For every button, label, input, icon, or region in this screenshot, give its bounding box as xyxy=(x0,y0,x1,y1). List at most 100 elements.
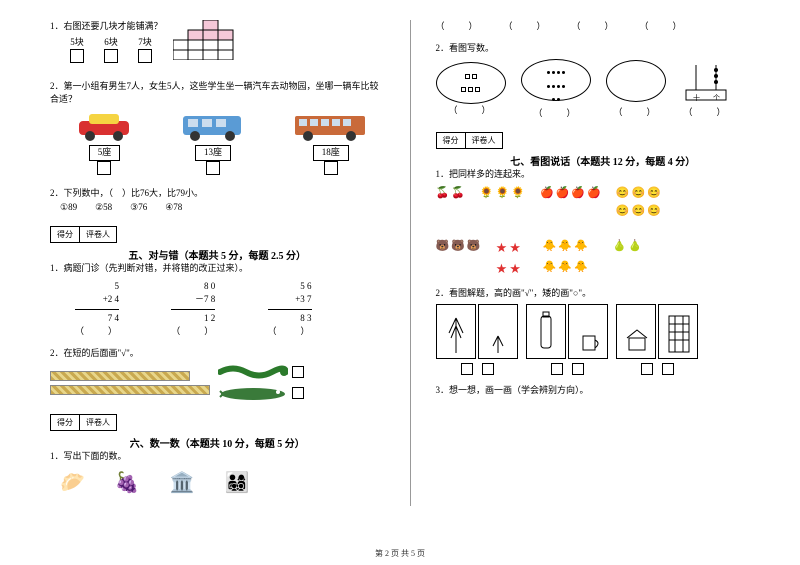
score-label: 得分 xyxy=(437,133,466,148)
vehicle-1-box[interactable] xyxy=(206,161,220,175)
q1-opt-2: 7块 xyxy=(138,37,152,47)
apple-icon: 🍎🍎🍎🍎 xyxy=(540,185,601,220)
vehicle-0-box[interactable] xyxy=(97,161,111,175)
top-paren-row: （ ） （ ） （ ） （ ） xyxy=(436,20,771,34)
grapes-icon: 🍇 xyxy=(115,472,140,494)
q2a-text: 2．第一小组有男生7人，女生5人，这些学生坐一辆汽车去动物园，坐哪一辆车比较合适… xyxy=(50,80,385,107)
ellipse-0 xyxy=(436,62,506,104)
section7-header: 得分 评卷人 xyxy=(436,128,771,153)
thermos-tall-icon xyxy=(526,304,566,359)
ellipse-1-paren: （ ） xyxy=(533,108,577,118)
column-divider xyxy=(410,20,411,506)
snake-box[interactable] xyxy=(292,366,304,378)
vehicle-2-box[interactable] xyxy=(324,161,338,175)
chick-icon: 🐥🐥🐥🐥🐥🐥 xyxy=(543,238,598,279)
section6-header: 得分 评卷人 xyxy=(50,410,385,435)
vehicle-2: 18座 xyxy=(277,111,385,180)
math-0: 5 +2 4 7 4 （ ） xyxy=(75,280,119,339)
s5q2: 2．在短的后面画"√"。 xyxy=(50,347,385,403)
math-2: 5 6 +3 7 8 3 （ ） xyxy=(268,280,312,339)
q1-options: 5块 6块 7块 xyxy=(70,36,163,68)
cup-short-icon xyxy=(568,304,608,359)
thermos-box-0[interactable] xyxy=(551,363,563,375)
s7q2: 2．看图解题，高的画"√"，矮的画"○"。 xyxy=(436,287,771,376)
left-column: 1．右图还要几块才能铺满？ 5块 6块 7块 xyxy=(50,20,385,506)
vehicle-0-label: 5座 xyxy=(89,145,121,161)
match-row-2: 🐻🐻🐻 ★★★★ 🐥🐥🐥🐥🐥🐥 🍐🍐 xyxy=(436,238,771,279)
s7q1: 1．把同样多的连起来。 🍒🍒 🌻🌻🌻 🍎🍎🍎🍎 😊😊😊😊😊😊 🐻🐻🐻 ★★★★ … xyxy=(436,168,771,279)
r2: 2．看图写数。 （ ） （ ） （ ） xyxy=(436,42,771,121)
grader-label: 评卷人 xyxy=(80,227,116,242)
star-icon: ★★★★ xyxy=(496,238,528,279)
score-label: 得分 xyxy=(51,415,80,430)
math-1: 8 0 －7 8 1 2 （ ） xyxy=(171,280,215,339)
ellipse-2-paren: （ ） xyxy=(613,107,657,117)
s7q3: 3．想一想，画一画（学会辨别方向）。 xyxy=(436,384,771,398)
sunflower-icon: 🌻🌻🌻 xyxy=(480,185,525,220)
s5q1: 1．病题门诊（先判断对错，并将错的改正过来）。 5 +2 4 7 4 （ ） 8… xyxy=(50,262,385,339)
ellipse-3-paren: （ ） xyxy=(683,107,727,117)
tree-box-0[interactable] xyxy=(461,363,473,375)
s5q2-text: 2．在短的后面画"√"。 xyxy=(50,347,385,361)
house-box-1[interactable] xyxy=(662,363,674,375)
tree-short-icon xyxy=(478,304,518,359)
grader-label: 评卷人 xyxy=(80,415,116,430)
q1-box-2[interactable] xyxy=(138,49,152,63)
page-footer: 第 2 页 共 5 页 xyxy=(0,548,800,559)
q1-grid-icon xyxy=(173,20,243,60)
bus-icon xyxy=(293,111,368,141)
vehicle-1: 13座 xyxy=(164,111,262,180)
q1-opt-0: 5块 xyxy=(70,37,84,47)
svg-text:十: 十 xyxy=(693,93,700,102)
q1: 1．右图还要几块才能铺满？ 5块 6块 7块 xyxy=(50,20,385,72)
vehicle-row: 5座 13座 18座 xyxy=(60,111,385,180)
van-icon xyxy=(180,111,245,141)
car-icon xyxy=(74,111,134,141)
abacus-icon: 🏛️ xyxy=(170,472,195,494)
ellipse-1 xyxy=(521,59,591,101)
dumpling-icon: 🥟 xyxy=(60,472,85,494)
q2b-text: 2．下列数中，（ ）比76大，比79小。 xyxy=(50,187,385,201)
page-columns: 1．右图还要几块才能铺满？ 5块 6块 7块 xyxy=(50,20,770,506)
croc-box[interactable] xyxy=(292,387,304,399)
s5q1-text: 1．病题门诊（先判断对错，并将错的改正过来）。 xyxy=(50,262,385,276)
q1-text: 1．右图还要几块才能铺满？ xyxy=(50,20,163,34)
ruler-2 xyxy=(50,385,210,395)
smile-icon: 😊😊😊😊😊😊 xyxy=(616,185,666,220)
bear-icon: 🐻🐻🐻 xyxy=(436,238,481,279)
s7q3-text: 3．想一想，画一画（学会辨别方向）。 xyxy=(436,384,771,398)
score-box-7: 得分 评卷人 xyxy=(436,132,503,149)
q2a: 2．第一小组有男生7人，女生5人，这些学生坐一辆汽车去动物园，坐哪一辆车比较合适… xyxy=(50,80,385,180)
score-box-5: 得分 评卷人 xyxy=(50,226,117,243)
building-tall-icon xyxy=(658,304,698,359)
q1-opt-1: 6块 xyxy=(104,37,118,47)
r2-text: 2．看图写数。 xyxy=(436,42,771,56)
tree-box-1[interactable] xyxy=(482,363,494,375)
snake-icon xyxy=(218,363,288,381)
s6q1-icons: 🥟 🍇 🏛️ 👨‍👩‍👧‍👦 xyxy=(60,468,385,498)
svg-text:个: 个 xyxy=(713,94,720,102)
ellipse-2 xyxy=(606,60,666,102)
vehicle-1-label: 13座 xyxy=(195,145,231,161)
abacus-frame-icon: 十个 xyxy=(681,60,731,102)
ellipse-0-paren: （ ） xyxy=(448,105,492,115)
score-box-6: 得分 评卷人 xyxy=(50,414,117,431)
s7q1-text: 1．把同样多的连起来。 xyxy=(436,168,771,182)
house-box-0[interactable] xyxy=(641,363,653,375)
family-icon: 👨‍👩‍👧‍👦 xyxy=(225,472,250,494)
thermos-box-1[interactable] xyxy=(572,363,584,375)
s7q2-text: 2．看图解题，高的画"√"，矮的画"○"。 xyxy=(436,287,771,301)
ellipse-row: （ ） （ ） （ ） 十个 （ ） xyxy=(436,59,771,120)
q2b-choices: ①89 ②58 ③76 ④78 xyxy=(60,201,385,215)
match-row-1: 🍒🍒 🌻🌻🌻 🍎🍎🍎🍎 😊😊😊😊😊😊 xyxy=(436,185,771,220)
section5-title: 五、对与错（本题共 5 分，每题 2.5 分） xyxy=(50,247,385,262)
cherry-icon: 🍒🍒 xyxy=(436,185,465,220)
q1-box-0[interactable] xyxy=(70,49,84,63)
section5-header: 得分 评卷人 xyxy=(50,222,385,247)
grader-label: 评卷人 xyxy=(466,133,502,148)
section6-title: 六、数一数（本题共 10 分，每题 5 分） xyxy=(50,435,385,450)
ruler-1 xyxy=(50,371,190,381)
crocodile-icon xyxy=(218,384,288,402)
vehicle-0: 5座 xyxy=(60,111,149,180)
q1-box-1[interactable] xyxy=(104,49,118,63)
